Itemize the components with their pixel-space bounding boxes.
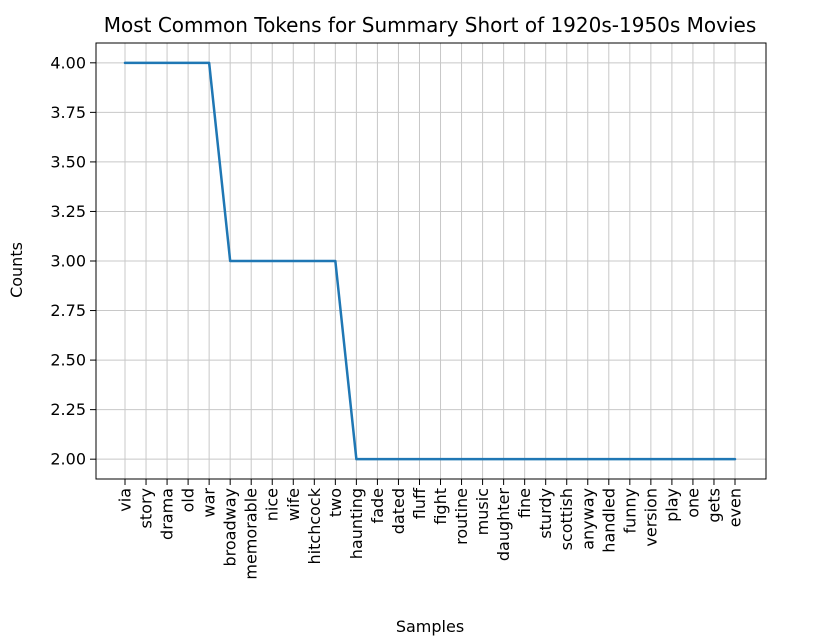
y-tick-label: 3.50: [50, 152, 86, 171]
y-tick-label: 2.75: [50, 301, 86, 320]
y-tick-label: 3.25: [50, 202, 86, 221]
y-tick-label: 2.50: [50, 351, 86, 370]
x-tick-label: hitchcock: [305, 487, 324, 564]
ticks: via story drama old war broadway memorable nice…: [50, 53, 744, 579]
y-tick-label: 4.00: [50, 53, 86, 72]
y-tick-label: 2.25: [50, 400, 86, 419]
x-tick-label: story: [137, 488, 156, 528]
y-tick-label: 2.00: [50, 450, 86, 469]
x-tick-label: routine: [452, 488, 471, 545]
x-tick-label: fine: [515, 488, 534, 518]
x-tick-label: drama: [158, 488, 177, 540]
x-tick-label: two: [326, 488, 345, 517]
x-tick-label: broadway: [221, 488, 240, 567]
x-tick-label: gets: [704, 488, 723, 523]
x-tick-label: fluff: [410, 487, 429, 519]
x-tick-label: wife: [284, 488, 303, 521]
series-layer: [123, 61, 737, 461]
x-tick-label: daughter: [494, 488, 513, 562]
x-tick-label: sturdy: [536, 488, 555, 539]
x-tick-label: haunting: [347, 488, 366, 559]
x-tick-label: fade: [368, 488, 387, 523]
x-tick-label: handled: [599, 488, 618, 553]
x-tick-label: nice: [263, 488, 282, 521]
x-tick-label: play: [662, 488, 681, 522]
x-axis-label: Samples: [396, 617, 464, 636]
x-tick-label: fight: [431, 488, 450, 525]
chart-title: Most Common Tokens for Summary Short of …: [104, 13, 757, 37]
y-tick-label: 3.00: [50, 252, 86, 271]
x-tick-label: even: [726, 488, 745, 527]
x-tick-label: old: [179, 488, 198, 512]
x-tick-label: anyway: [578, 488, 597, 550]
x-tick-label: war: [200, 488, 219, 518]
series-line: [123, 61, 737, 461]
x-tick-label: scottish: [557, 488, 576, 550]
x-tick-label: funny: [620, 488, 639, 534]
x-tick-label: music: [473, 488, 492, 535]
x-tick-label: via: [116, 488, 135, 512]
y-tick-label: 3.75: [50, 103, 86, 122]
x-tick-label: memorable: [242, 488, 261, 580]
y-axis-label: Counts: [7, 242, 26, 298]
x-tick-label: one: [683, 488, 702, 518]
grid: [96, 43, 766, 479]
x-tick-label: dated: [389, 488, 408, 534]
x-tick-label: version: [641, 488, 660, 547]
